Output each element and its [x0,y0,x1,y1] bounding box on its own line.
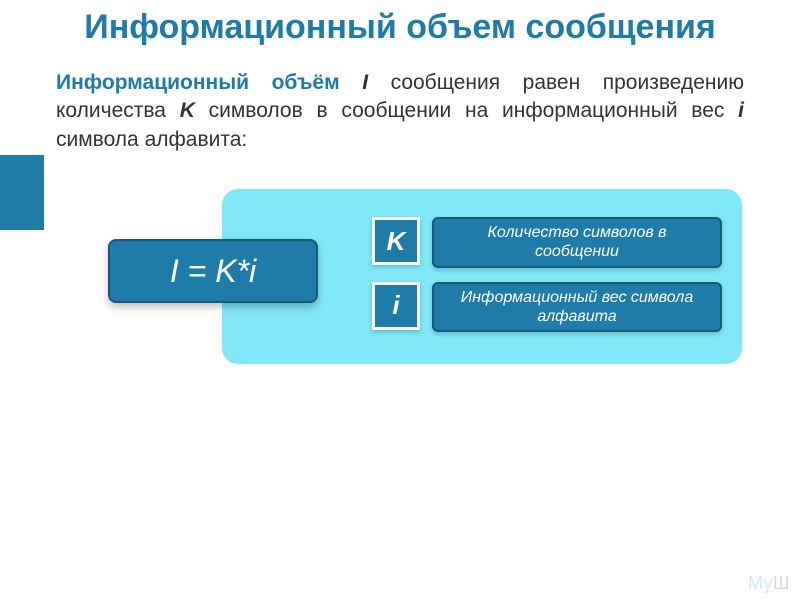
watermark-part-b: Ш [773,573,790,593]
var-i-upper: I [362,71,368,94]
diagram-area: K Количество символов в сообщении i Инфо… [98,189,752,389]
legend-symbol-i: i [372,282,420,330]
watermark-part-a: Мy [748,573,773,593]
text-tail: символа алфавита: [56,128,247,151]
lead-term: Информационный объём [56,71,340,94]
formula-box: I = K*i [108,239,318,303]
sidebar-accent [0,155,44,230]
slide-content: Информационный объем сообщения Информаци… [0,0,800,389]
legend-row-i: i Информационный вес символа алфавита [372,282,722,332]
text-mid2: символов в сообщении на информационный в… [209,99,739,122]
legend-symbol-k: K [372,217,420,265]
legend-row-k: K Количество символов в сообщении [372,217,722,267]
var-i-lower: i [738,99,744,122]
page-title: Информационный объем сообщения [48,8,752,47]
var-k: K [180,99,195,122]
definition-text: Информационный объём I сообщения равен п… [48,69,752,154]
legend-desc-i: Информационный вес символа алфавита [432,282,722,332]
legend-desc-k: Количество символов в сообщении [432,217,722,267]
watermark: МyШ [748,573,790,594]
